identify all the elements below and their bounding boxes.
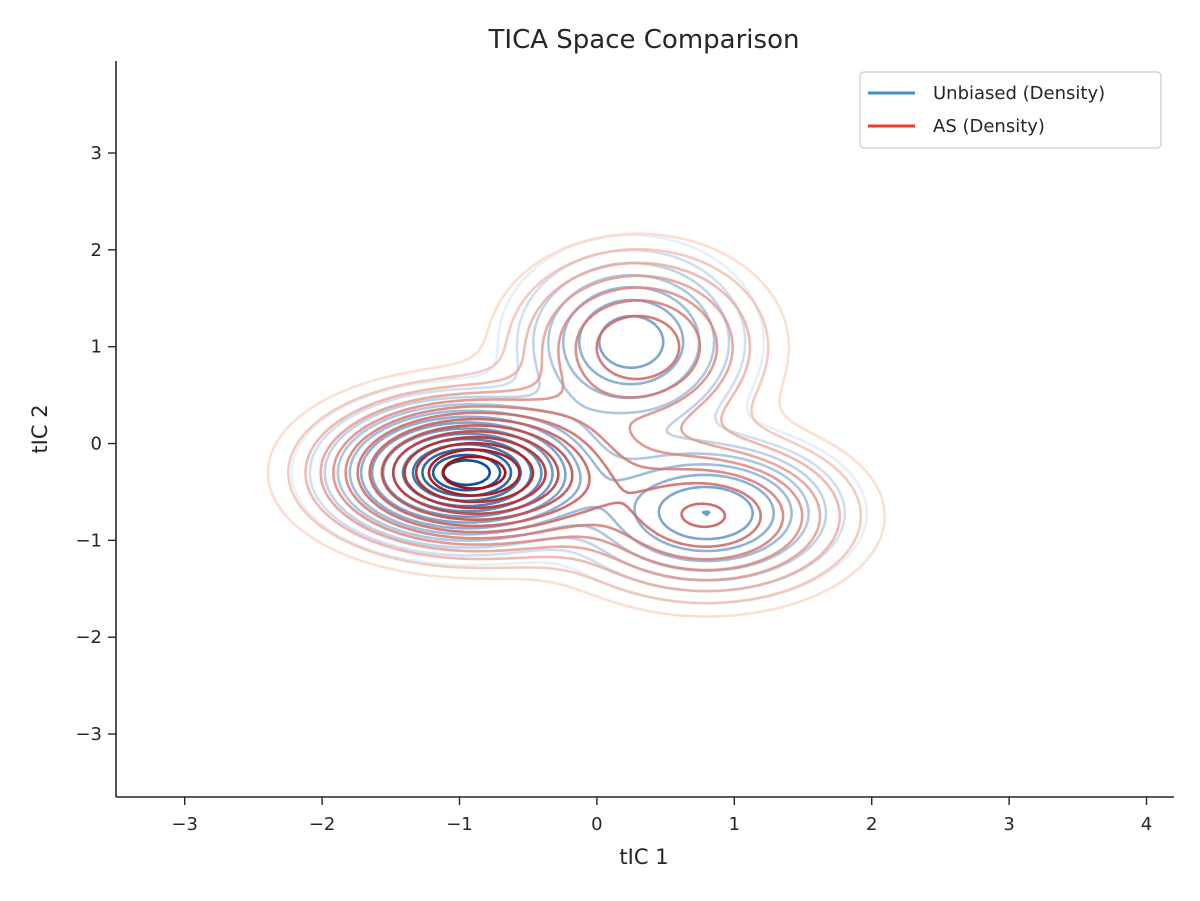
y-axis-label: tIC 2 <box>28 404 52 453</box>
contour-line <box>403 435 547 510</box>
y-ticks: −3 −2 −1 0 1 2 3 <box>75 143 116 745</box>
x-tick-label: −2 <box>309 814 336 835</box>
x-tick-label: 2 <box>866 814 877 835</box>
y-tick-label: 2 <box>91 240 102 261</box>
x-tick-label: −1 <box>446 814 473 835</box>
x-tick-label: −3 <box>171 814 198 835</box>
legend: Unbiased (Density) AS (Density) <box>859 71 1162 149</box>
contour-line <box>266 232 887 618</box>
contour-line <box>380 424 574 521</box>
contour-line <box>441 459 492 487</box>
contour-line <box>304 261 842 593</box>
y-tick-label: 0 <box>91 434 102 455</box>
chart-title: TICA Space Comparison <box>488 25 800 55</box>
y-tick-label: −3 <box>75 724 102 745</box>
contour-line <box>332 286 804 572</box>
legend-label-unbiased: Unbiased (Density) <box>933 83 1105 104</box>
contour-line <box>427 448 521 497</box>
y-tick-label: 1 <box>91 337 102 358</box>
x-ticks: −3 −2 −1 0 1 2 3 4 <box>171 797 1152 835</box>
x-tick-label: 0 <box>591 814 602 835</box>
x-tick-label: 3 <box>1003 814 1014 835</box>
x-tick-label: 4 <box>1141 814 1152 835</box>
contour-plot-area <box>266 232 887 618</box>
x-tick-label: 1 <box>729 814 740 835</box>
contour-line <box>287 247 863 605</box>
contour-line <box>414 441 535 504</box>
contour-line <box>392 430 560 516</box>
contour-line <box>431 453 502 492</box>
y-tick-label: −2 <box>75 627 102 648</box>
contour-line <box>356 314 762 548</box>
y-tick-label: 3 <box>91 143 102 164</box>
contour-series-0 <box>290 233 869 605</box>
y-tick-label: −1 <box>75 530 102 551</box>
axes <box>115 61 1174 798</box>
contour-line <box>319 274 822 582</box>
contour-series-1 <box>266 232 887 618</box>
legend-box <box>859 71 1162 149</box>
contour-line <box>344 299 785 561</box>
contour-line <box>368 417 727 529</box>
contour-line <box>441 455 507 490</box>
x-axis-label: tIC 1 <box>619 845 668 869</box>
legend-label-as: AS (Density) <box>933 116 1045 137</box>
